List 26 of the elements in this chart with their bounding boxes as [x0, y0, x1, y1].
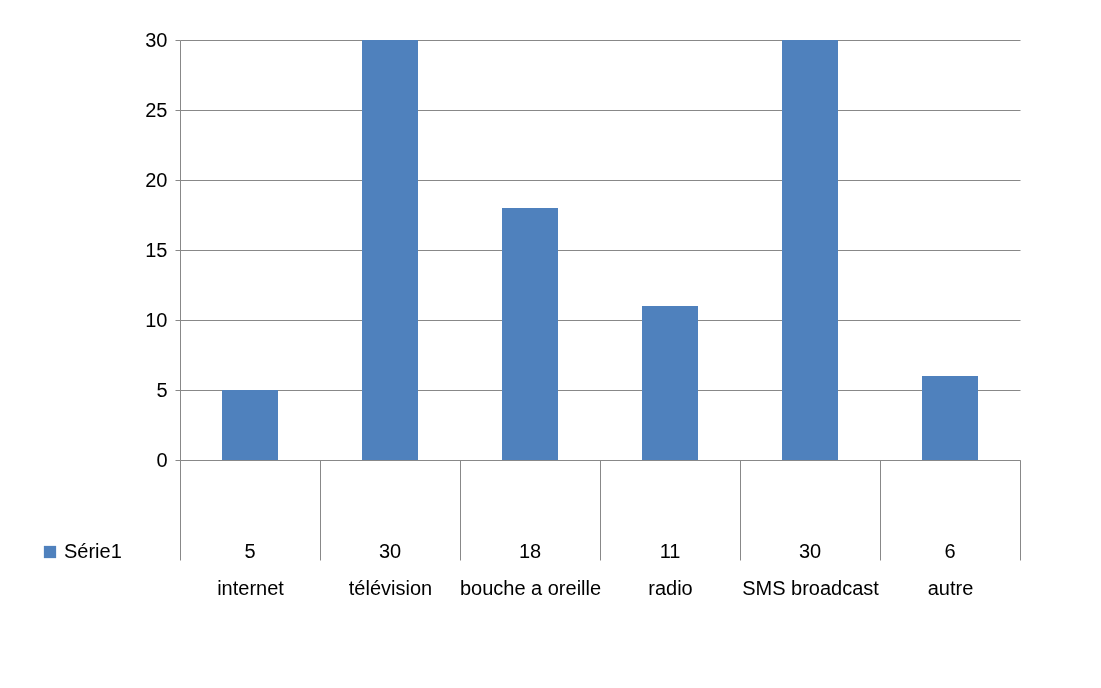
bar — [502, 208, 558, 460]
data-label: 5 — [244, 540, 256, 562]
data-label: 11 — [659, 540, 681, 562]
x-tick-label: bouche a oreille — [459, 576, 602, 599]
x-tick-label: autre — [927, 576, 974, 599]
data-label: 6 — [944, 540, 956, 562]
x-tick-label: radio — [648, 576, 693, 599]
data-label: 18 — [518, 540, 542, 562]
legend-label: Série1 — [64, 540, 122, 562]
y-tick-label: 30 — [145, 28, 168, 51]
bar — [222, 390, 278, 460]
bar — [782, 40, 838, 460]
y-tick-label: 5 — [156, 378, 168, 401]
y-tick-label: 20 — [145, 168, 168, 191]
x-tick-label: télévision — [348, 576, 433, 599]
y-tick-label: 0 — [156, 448, 168, 471]
bar — [922, 376, 978, 460]
y-tick-label: 15 — [145, 238, 168, 261]
x-tick-label: SMS broadcast — [742, 576, 880, 599]
y-tick-label: 25 — [145, 98, 168, 121]
y-tick-label: 10 — [145, 308, 168, 331]
data-label: 30 — [378, 540, 402, 562]
bar — [642, 306, 698, 460]
data-label: 30 — [798, 540, 822, 562]
bar — [362, 40, 418, 460]
x-tick-label: internet — [217, 576, 285, 599]
